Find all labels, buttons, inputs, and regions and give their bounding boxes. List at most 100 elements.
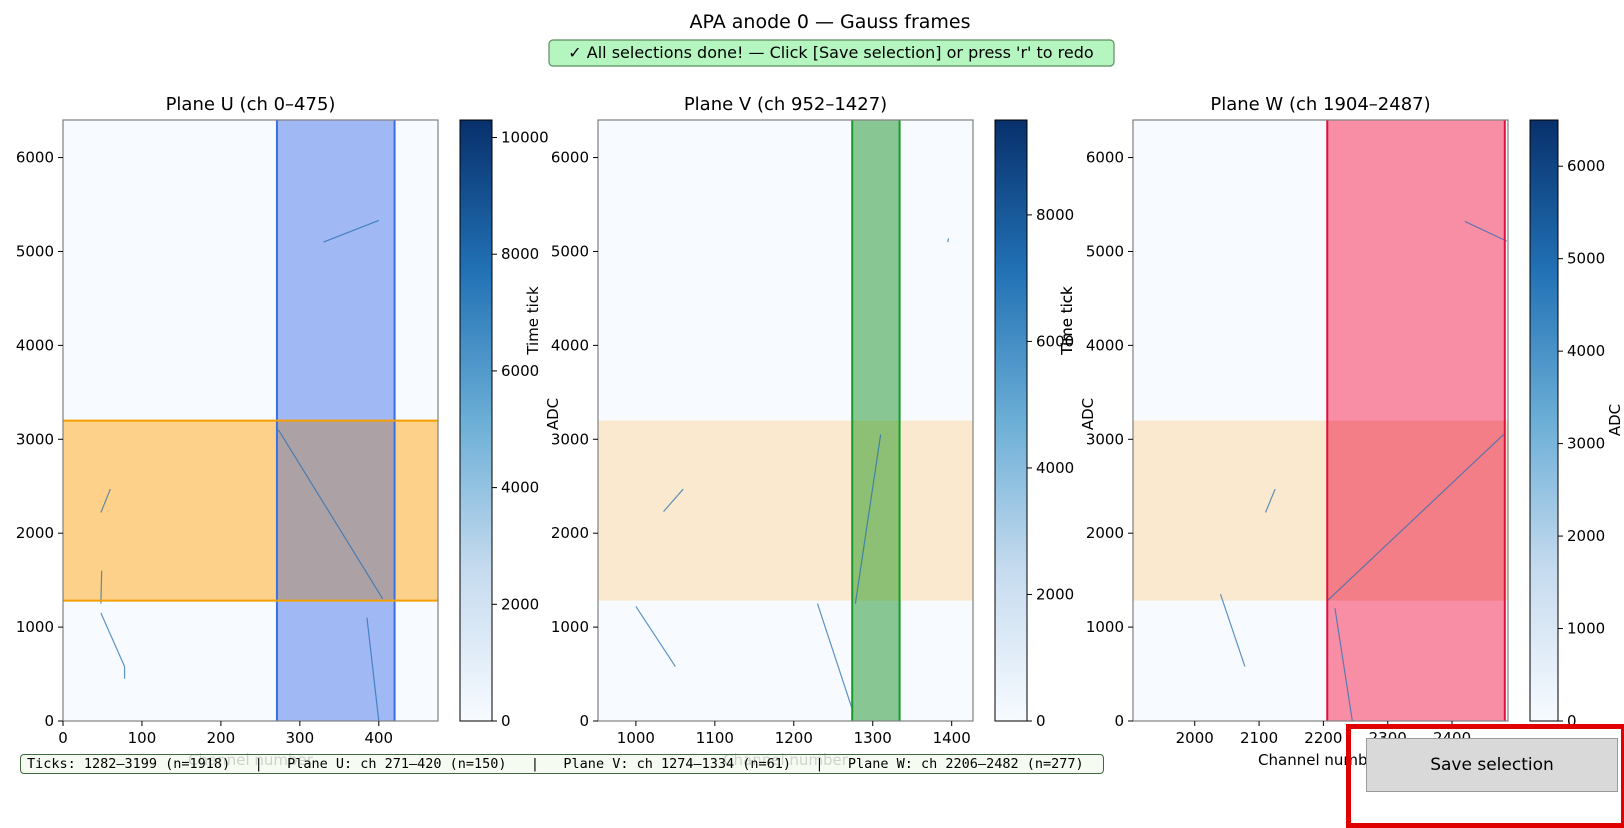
colorbar-tick-label-w: 0 bbox=[1567, 712, 1577, 730]
track-w-0 bbox=[1264, 488, 1276, 513]
panel-u: Plane U (ch 0–475)0 100 200 300 400010002000… bbox=[16, 94, 562, 769]
y-tick-label-u: 1000 bbox=[16, 618, 54, 636]
y-tick-label-w: 6000 bbox=[1086, 149, 1124, 167]
x-tick-label-v: 1400 bbox=[933, 729, 971, 747]
panel-title-v: Plane V (ch 952–1427) bbox=[684, 94, 887, 115]
x-tick-label-u: 100 bbox=[128, 729, 157, 747]
x-tick-label-v: 1100 bbox=[696, 729, 734, 747]
banner-text: ✓ All selections done! — Click [Save sel… bbox=[568, 43, 1093, 62]
track-u-3 bbox=[100, 612, 126, 667]
y-tick-label-w: 3000 bbox=[1086, 430, 1124, 448]
channel-band-v bbox=[852, 120, 900, 721]
track-w-4 bbox=[1334, 608, 1353, 722]
x-tick-label-v: 1300 bbox=[854, 729, 892, 747]
y-tick-label-v: 4000 bbox=[551, 336, 589, 354]
y-tick-label-u: 2000 bbox=[16, 524, 54, 542]
track-w-2 bbox=[1326, 434, 1504, 602]
banner-box bbox=[548, 39, 1115, 67]
colorbar-tick-label-u: 4000 bbox=[501, 479, 539, 497]
panel-v: Plane V (ch 952–1427) 1000 1100 1200 1300 140… bbox=[551, 94, 1097, 769]
colorbar-tick-label-v: 6000 bbox=[1036, 332, 1074, 350]
track-v-4 bbox=[854, 434, 882, 604]
y-tick-label-v: 6000 bbox=[551, 149, 589, 167]
colorbar-label-v: ADC bbox=[1079, 398, 1097, 430]
panel-w: Plane W (ch 1904–2487)200021002200230024… bbox=[1058, 94, 1624, 769]
colorbar-tick-label-u: 0 bbox=[501, 712, 511, 730]
axes-frame-u bbox=[62, 119, 439, 722]
y-tick-label-u: 0 bbox=[44, 712, 54, 730]
y-tick-label-w: 4000 bbox=[1086, 336, 1124, 354]
channel-band-w bbox=[1327, 120, 1505, 721]
track-u-2 bbox=[100, 570, 103, 604]
colorbar-tick-label-w: 6000 bbox=[1567, 157, 1605, 175]
colorbar-tick-label-v: 0 bbox=[1036, 712, 1046, 730]
colorbar-tick-label-w: 3000 bbox=[1567, 435, 1605, 453]
colorbar-u bbox=[459, 119, 493, 722]
track-u-5 bbox=[278, 429, 384, 600]
colorbar-v bbox=[994, 119, 1028, 722]
colorbar-tick-label-w: 1000 bbox=[1567, 620, 1605, 638]
colorbar-label-w: ADC bbox=[1606, 404, 1624, 436]
track-w-3 bbox=[1464, 220, 1507, 242]
y-tick-label-w: 5000 bbox=[1086, 242, 1124, 260]
colorbar-tick-label-u: 8000 bbox=[501, 245, 539, 263]
y-axis-label-u: Time tick bbox=[524, 286, 542, 356]
track-v-2 bbox=[947, 238, 950, 243]
x-tick-label-w: 2200 bbox=[1304, 729, 1342, 747]
track-w-1 bbox=[1219, 594, 1246, 667]
y-tick-label-w: 1000 bbox=[1086, 618, 1124, 636]
x-tick-label-u: 300 bbox=[286, 729, 315, 747]
track-v-3 bbox=[816, 603, 854, 712]
track-u-1 bbox=[100, 488, 111, 513]
x-tick-label-v: 1200 bbox=[775, 729, 813, 747]
plot-panels: Plane U (ch 0–475)0 100 200 300 400010002000… bbox=[16, 94, 1624, 769]
tick-band-v bbox=[598, 420, 973, 601]
y-tick-label-u: 5000 bbox=[16, 242, 54, 260]
colorbar-tick-label-u: 2000 bbox=[501, 595, 539, 613]
colorbar-tick-label-u: 10000 bbox=[501, 129, 549, 147]
banner: ✓ All selections done! — Click [Save sel… bbox=[548, 39, 1115, 67]
overlap-region-w bbox=[1327, 420, 1505, 601]
track-v-0 bbox=[635, 606, 676, 667]
track-u-6 bbox=[366, 617, 380, 722]
colorbar-w bbox=[1529, 119, 1559, 722]
track-v-1 bbox=[663, 488, 684, 512]
y-tick-label-v: 0 bbox=[579, 712, 589, 730]
y-tick-label-u: 3000 bbox=[16, 430, 54, 448]
y-tick-label-w: 0 bbox=[1114, 712, 1124, 730]
colorbar-tick-label-w: 2000 bbox=[1567, 527, 1605, 545]
selection-status-bar: Ticks: 1282–3199 (n=1918) | Plane U: ch … bbox=[20, 754, 1104, 774]
colorbar-tick-label-v: 4000 bbox=[1036, 459, 1074, 477]
x-tick-label-w: 2000 bbox=[1176, 729, 1214, 747]
panel-title-w: Plane W (ch 1904–2487) bbox=[1210, 94, 1430, 115]
colorbar-tick-label-w: 5000 bbox=[1567, 250, 1605, 268]
overlap-region-u bbox=[276, 420, 395, 601]
x-axis-label-w: Channel number bbox=[1258, 751, 1384, 769]
y-tick-label-v: 3000 bbox=[551, 430, 589, 448]
y-axis-label-w: Time tick bbox=[1058, 286, 1076, 356]
x-tick-label-u: 200 bbox=[207, 729, 236, 747]
colorbar-tick-label-v: 8000 bbox=[1036, 206, 1074, 224]
y-tick-label-u: 6000 bbox=[16, 149, 54, 167]
y-tick-label-v: 5000 bbox=[551, 242, 589, 260]
track-u-0 bbox=[323, 219, 380, 243]
plot-area-v bbox=[598, 120, 973, 721]
x-tick-label-u: 400 bbox=[364, 729, 393, 747]
colorbar-label-u: ADC bbox=[544, 398, 562, 430]
x-tick-label-u: 0 bbox=[58, 729, 68, 747]
colorbar-tick-label-w: 4000 bbox=[1567, 342, 1605, 360]
x-tick-label-v: 1000 bbox=[617, 729, 655, 747]
x-tick-label-w: 2100 bbox=[1240, 729, 1278, 747]
figure-title: APA anode 0 — Gauss frames bbox=[689, 11, 970, 33]
y-tick-label-u: 4000 bbox=[16, 336, 54, 354]
panel-title-u: Plane U (ch 0–475) bbox=[166, 94, 336, 115]
y-axis-label-v: Time tick bbox=[1058, 286, 1076, 356]
y-tick-label-v: 2000 bbox=[551, 524, 589, 542]
save-selection-button[interactable]: Save selection bbox=[1366, 738, 1618, 792]
axes-frame-v bbox=[597, 119, 974, 722]
y-tick-label-v: 1000 bbox=[551, 618, 589, 636]
colorbar-tick-label-u: 6000 bbox=[501, 362, 539, 380]
colorbar-tick-label-v: 2000 bbox=[1036, 585, 1074, 603]
axes-frame-w bbox=[1132, 119, 1509, 722]
